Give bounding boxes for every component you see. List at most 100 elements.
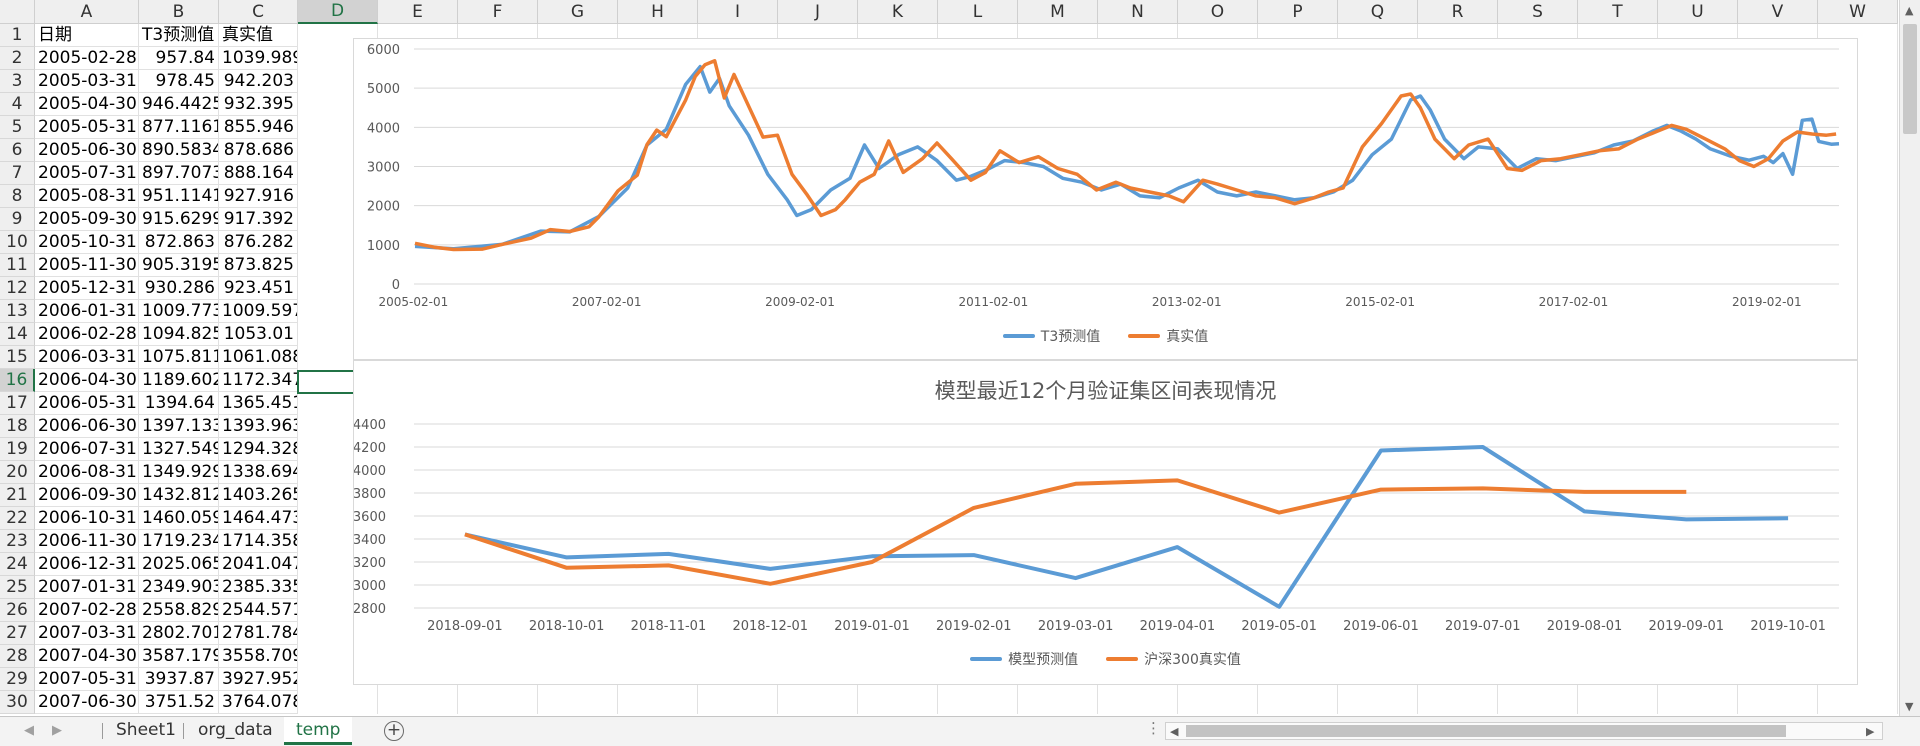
tab-org-data[interactable]: org_data xyxy=(198,720,273,740)
column-header-m[interactable]: M xyxy=(1018,0,1098,24)
column-header-j[interactable]: J xyxy=(778,0,858,24)
column-header-n[interactable]: N xyxy=(1098,0,1178,24)
cell-c12[interactable]: 923.451 xyxy=(219,277,298,300)
row-header[interactable]: 12 xyxy=(0,277,35,300)
row-header[interactable]: 23 xyxy=(0,530,35,553)
cell-c21[interactable]: 1403.265 xyxy=(219,484,298,507)
column-header-s[interactable]: S xyxy=(1498,0,1578,24)
row-header[interactable]: 20 xyxy=(0,461,35,484)
cell-c26[interactable]: 2544.571 xyxy=(219,599,298,622)
row-header[interactable]: 19 xyxy=(0,438,35,461)
cell-b27[interactable]: 2802.701 xyxy=(139,622,219,645)
cell-b26[interactable]: 2558.829 xyxy=(139,599,219,622)
cell-a4[interactable]: 2005-04-30 xyxy=(35,93,139,116)
cell-a11[interactable]: 2005-11-30 xyxy=(35,254,139,277)
column-header-r[interactable]: R xyxy=(1418,0,1498,24)
cell-c29[interactable]: 3927.952 xyxy=(219,668,298,691)
cell-a10[interactable]: 2005-10-31 xyxy=(35,231,139,254)
cell-b1[interactable]: T3预测值 xyxy=(139,24,219,47)
cell-c8[interactable]: 927.916 xyxy=(219,185,298,208)
row-header[interactable]: 26 xyxy=(0,599,35,622)
cell-b7[interactable]: 897.7073 xyxy=(139,162,219,185)
horizontal-scrollbar[interactable]: ◀ ▶ xyxy=(1165,722,1883,740)
cell-b29[interactable]: 3937.87 xyxy=(139,668,219,691)
cell-c6[interactable]: 878.686 xyxy=(219,139,298,162)
row-header[interactable]: 29 xyxy=(0,668,35,691)
cell-b28[interactable]: 3587.179 xyxy=(139,645,219,668)
cell-c25[interactable]: 2385.335 xyxy=(219,576,298,599)
cell-a19[interactable]: 2006-07-31 xyxy=(35,438,139,461)
cell-a21[interactable]: 2006-09-30 xyxy=(35,484,139,507)
cell-b13[interactable]: 1009.773 xyxy=(139,300,219,323)
cell-b21[interactable]: 1432.812 xyxy=(139,484,219,507)
cell-a28[interactable]: 2007-04-30 xyxy=(35,645,139,668)
cell-c18[interactable]: 1393.963 xyxy=(219,415,298,438)
row-header[interactable]: 27 xyxy=(0,622,35,645)
row-header[interactable]: 22 xyxy=(0,507,35,530)
row-header[interactable]: 9 xyxy=(0,208,35,231)
row-header[interactable]: 21 xyxy=(0,484,35,507)
cell-c20[interactable]: 1338.694 xyxy=(219,461,298,484)
row-header[interactable]: 14 xyxy=(0,323,35,346)
chart-last-12-months[interactable]: 模型最近12个月验证集区间表现情况 2800 3000 3200 3400 3600 38… xyxy=(353,360,1858,685)
cell-b19[interactable]: 1327.549 xyxy=(139,438,219,461)
cell-a27[interactable]: 2007-03-31 xyxy=(35,622,139,645)
row-header[interactable]: 15 xyxy=(0,346,35,369)
column-header-u[interactable]: U xyxy=(1658,0,1738,24)
column-header-c[interactable]: C xyxy=(219,0,298,24)
row-header[interactable]: 16 xyxy=(0,369,35,392)
row-header[interactable]: 5 xyxy=(0,116,35,139)
column-header-q[interactable]: Q xyxy=(1338,0,1418,24)
chart-full-history[interactable]: 0 1000 2000 3000 4000 5000 6000 2005-02-01 2007-… xyxy=(353,38,1858,360)
horizontal-scroll-thumb[interactable] xyxy=(1186,725,1786,737)
cell-c3[interactable]: 942.203 xyxy=(219,70,298,93)
cell-c7[interactable]: 888.164 xyxy=(219,162,298,185)
column-header-f[interactable]: F xyxy=(458,0,538,24)
cell-b17[interactable]: 1394.64 xyxy=(139,392,219,415)
cell-c14[interactable]: 1053.01 xyxy=(219,323,298,346)
cell-a26[interactable]: 2007-02-28 xyxy=(35,599,139,622)
cell-a6[interactable]: 2005-06-30 xyxy=(35,139,139,162)
cell-a22[interactable]: 2006-10-31 xyxy=(35,507,139,530)
cell-c1[interactable]: 真实值 xyxy=(219,24,298,47)
cell-b2[interactable]: 957.84 xyxy=(139,47,219,70)
column-header-k[interactable]: K xyxy=(858,0,938,24)
column-header-v[interactable]: V xyxy=(1738,0,1818,24)
cell-c23[interactable]: 1714.358 xyxy=(219,530,298,553)
cell-b22[interactable]: 1460.059 xyxy=(139,507,219,530)
row-header[interactable]: 2 xyxy=(0,47,35,70)
column-header-t[interactable]: T xyxy=(1578,0,1658,24)
cell-c24[interactable]: 2041.047 xyxy=(219,553,298,576)
cell-c17[interactable]: 1365.451 xyxy=(219,392,298,415)
select-all-corner[interactable] xyxy=(0,0,35,24)
cell-a9[interactable]: 2005-09-30 xyxy=(35,208,139,231)
column-header-p[interactable]: P xyxy=(1258,0,1338,24)
cell-c30[interactable]: 3764.078 xyxy=(219,691,298,714)
cell-b5[interactable]: 877.1161 xyxy=(139,116,219,139)
cell-c11[interactable]: 873.825 xyxy=(219,254,298,277)
column-header-l[interactable]: L xyxy=(938,0,1018,24)
row-header[interactable]: 13 xyxy=(0,300,35,323)
column-header-g[interactable]: G xyxy=(538,0,618,24)
cell-a7[interactable]: 2005-07-31 xyxy=(35,162,139,185)
scroll-right-arrow-icon[interactable]: ▶ xyxy=(1866,725,1875,738)
row-header[interactable]: 17 xyxy=(0,392,35,415)
cell-a13[interactable]: 2006-01-31 xyxy=(35,300,139,323)
cell-b9[interactable]: 915.6299 xyxy=(139,208,219,231)
cell-b16[interactable]: 1189.602 xyxy=(139,369,219,392)
cell-b15[interactable]: 1075.811 xyxy=(139,346,219,369)
row-header[interactable]: 24 xyxy=(0,553,35,576)
row-header[interactable]: 28 xyxy=(0,645,35,668)
cell-b6[interactable]: 890.5834 xyxy=(139,139,219,162)
column-header-b[interactable]: B xyxy=(139,0,219,24)
cell-b18[interactable]: 1397.133 xyxy=(139,415,219,438)
column-header-w[interactable]: W xyxy=(1818,0,1898,24)
vertical-scrollbar[interactable]: ▲ ▼ xyxy=(1899,0,1920,716)
cell-b30[interactable]: 3751.52 xyxy=(139,691,219,714)
vertical-scroll-thumb[interactable] xyxy=(1903,24,1917,134)
cell-c16[interactable]: 1172.347 xyxy=(219,369,298,392)
cell-a18[interactable]: 2006-06-30 xyxy=(35,415,139,438)
cell-a30[interactable]: 2007-06-30 xyxy=(35,691,139,714)
row-header[interactable]: 10 xyxy=(0,231,35,254)
cell-c27[interactable]: 2781.784 xyxy=(219,622,298,645)
